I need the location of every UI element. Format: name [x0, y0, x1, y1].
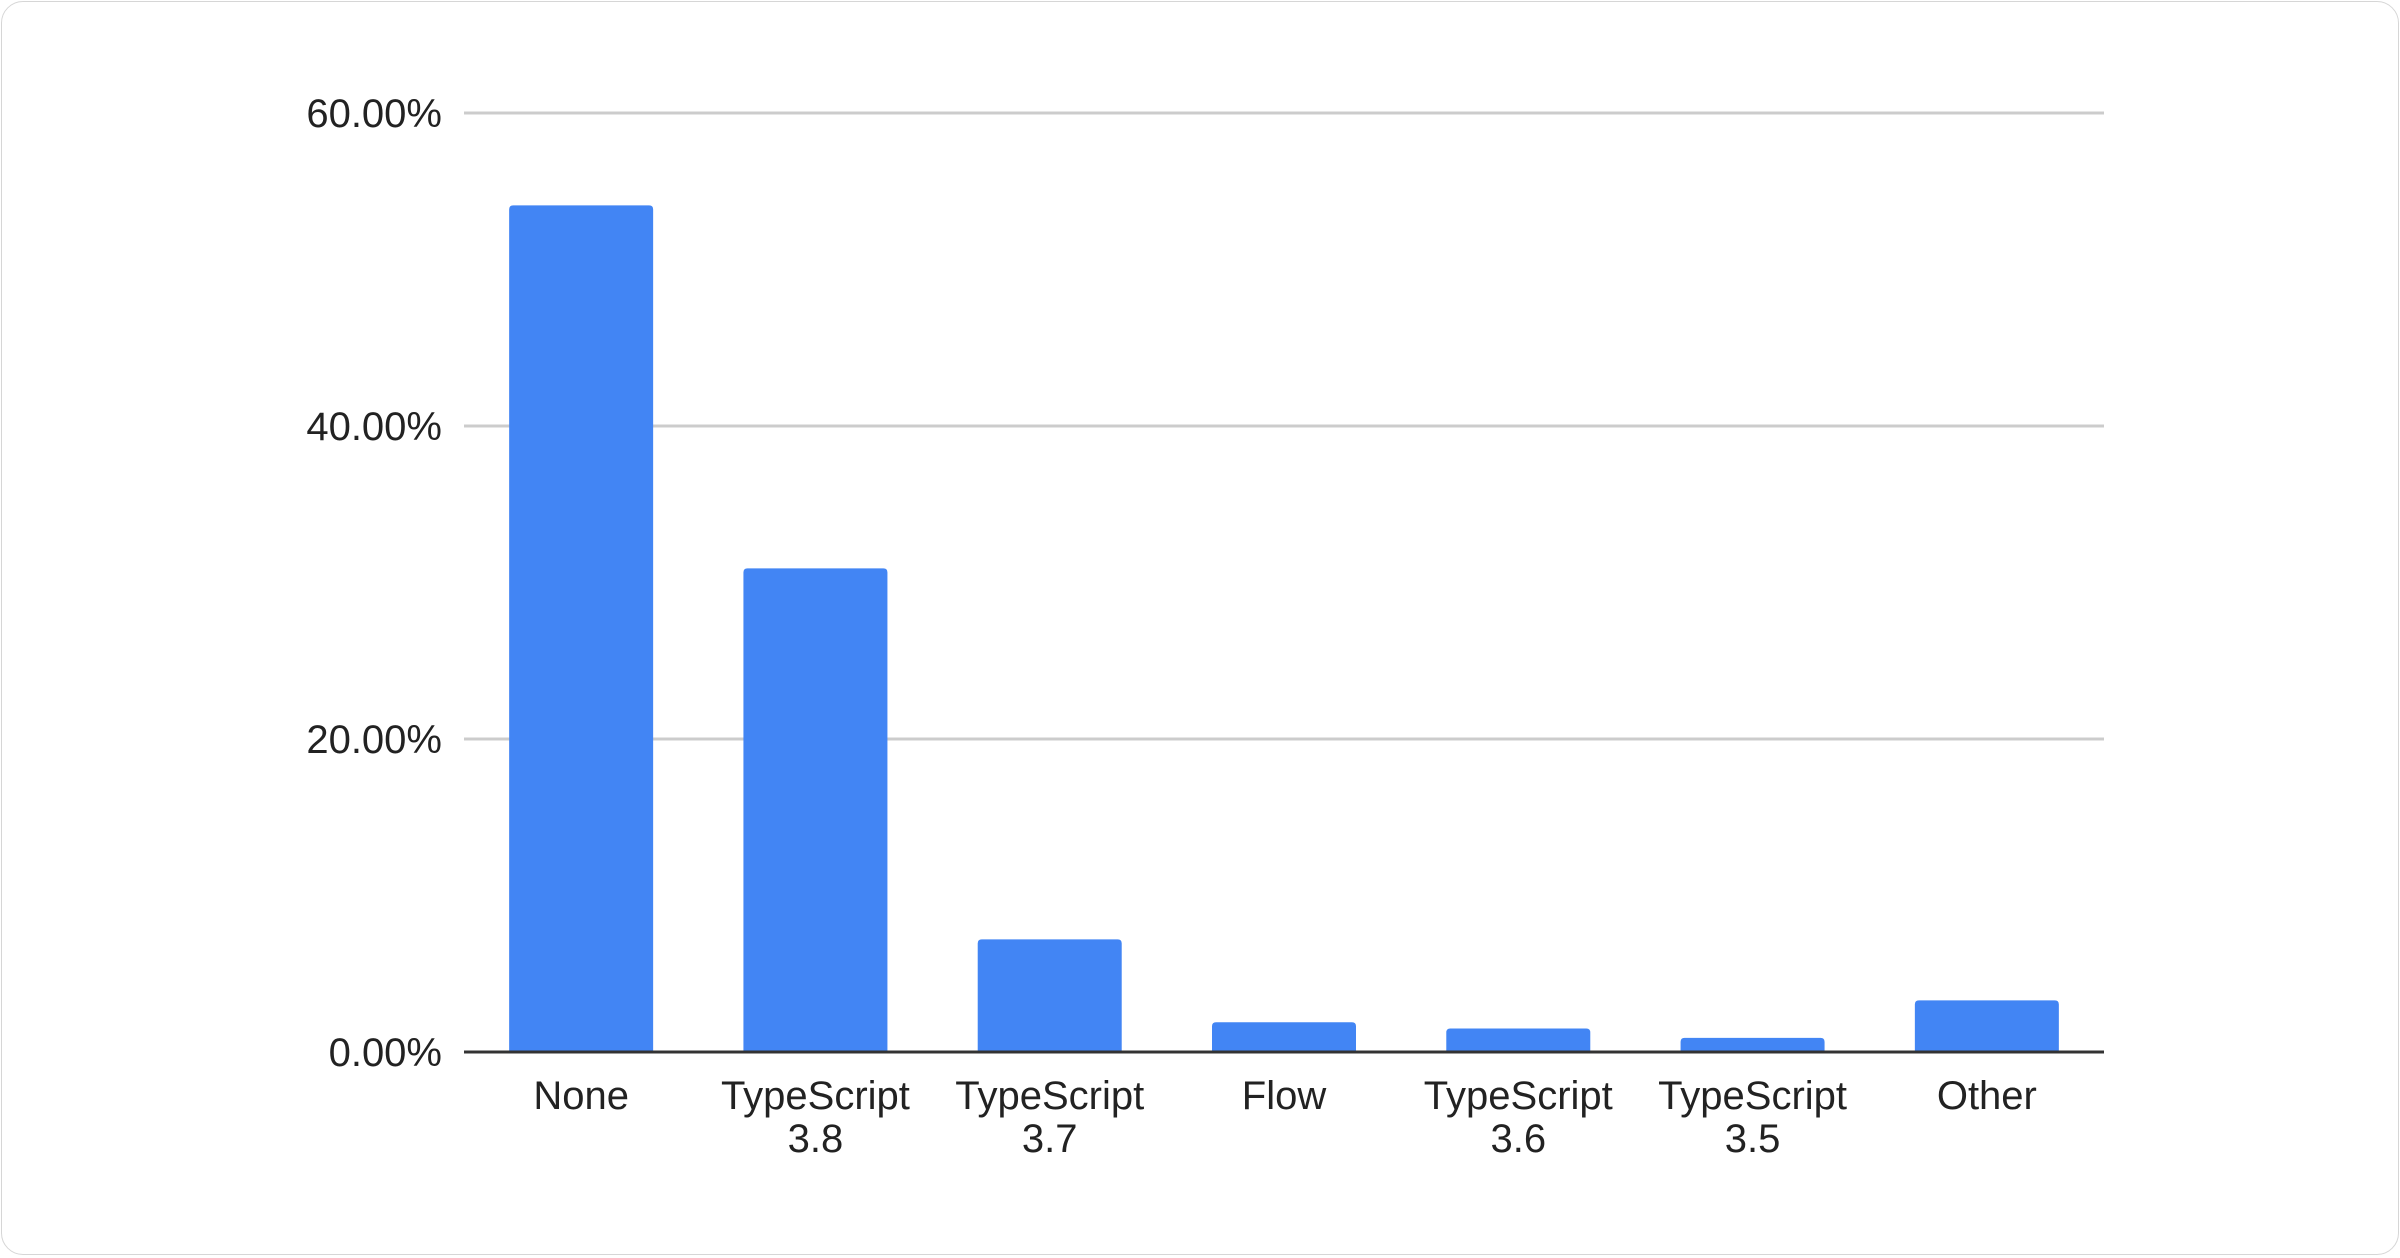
x-tick-label: 3.7 [1022, 1117, 1078, 1161]
x-tick-label: 3.8 [788, 1117, 844, 1161]
bar [1914, 1000, 2059, 1052]
y-tick-label: 60.00% [306, 92, 442, 136]
x-tick-label: TypeScript [721, 1074, 910, 1118]
y-tick-label: 20.00% [306, 718, 442, 762]
y-tick-label: 0.00% [329, 1031, 442, 1075]
x-tick-label: Other [1937, 1074, 2037, 1118]
x-tick-label: None [533, 1074, 629, 1118]
x-tick-label: TypeScript [1424, 1074, 1613, 1118]
x-tick-label: TypeScript [955, 1074, 1144, 1118]
x-tick-label: 3.5 [1725, 1117, 1781, 1161]
bar [977, 939, 1122, 1052]
bar [509, 205, 654, 1052]
bar [1212, 1022, 1356, 1052]
bar [1680, 1037, 1825, 1052]
x-tick-label: 3.6 [1490, 1117, 1546, 1161]
x-tick-label: Flow [1242, 1074, 1327, 1118]
x-tick-label: TypeScript [1658, 1074, 1847, 1118]
bar [1446, 1028, 1591, 1052]
y-tick-label: 40.00% [306, 405, 442, 449]
bar [743, 568, 888, 1052]
